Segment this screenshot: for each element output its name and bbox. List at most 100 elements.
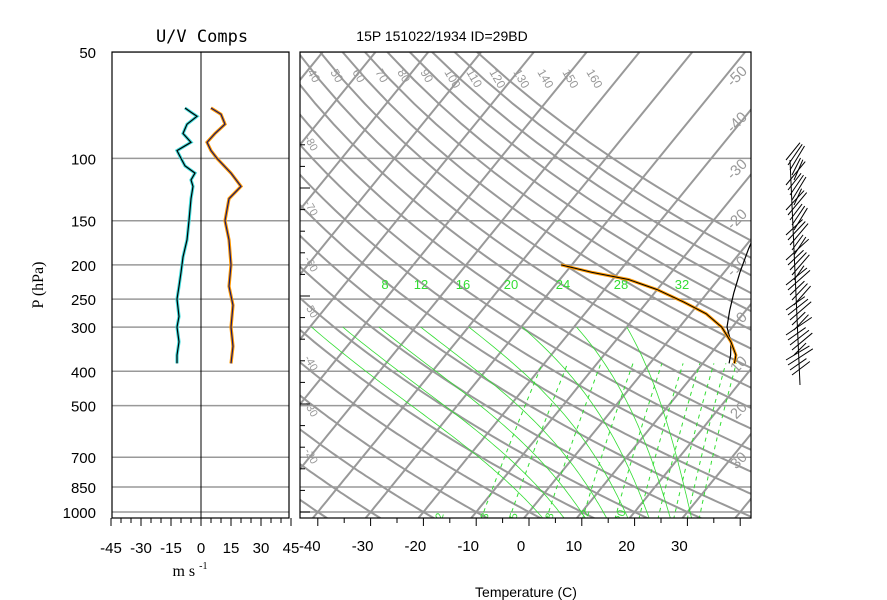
dry-adiabat: [385, 52, 751, 313]
wind-barb: [789, 329, 810, 346]
wind-barb: [787, 221, 806, 241]
temperature-ticks: -40 -30 -20 -10 0 10 20 30: [299, 518, 741, 555]
wind-barb: [791, 205, 806, 226]
mixing-ratio-label-24: 24: [556, 277, 570, 292]
profile-parcel_ascent: [756, 292, 764, 364]
pressure-axis-label: P (hPa): [30, 262, 47, 309]
pressure-tick-850: 850: [71, 480, 96, 497]
theta-label-140: 140: [534, 67, 556, 92]
moist-adiabat: [420, 326, 608, 518]
profile-moist_adiabat_low-edge: [561, 264, 737, 364]
temperature-tick-label-0: 0: [517, 538, 525, 555]
dry-adiabat: [475, 52, 751, 242]
moist-adiabat: [626, 326, 692, 518]
moist-adiabat: [468, 326, 629, 518]
uv-x-ticks: -45 -30 -15 0 15 30 45: [100, 518, 299, 557]
isotherm-edge-label--40: -40: [723, 109, 750, 136]
mixing-ratio-line: [657, 363, 701, 518]
moist-adiabat: [576, 326, 671, 518]
isotherm: [787, 52, 887, 520]
pressure-tick-500: 500: [71, 399, 96, 416]
wind-barb: [785, 238, 810, 261]
mixing-ratio-bottom-label-12: 12: [578, 509, 593, 524]
height-tick-10: 10: [269, 299, 286, 316]
isotherm: [681, 432, 751, 518]
uv-series: [174, 106, 244, 364]
temperature-tick-label--40: -40: [299, 538, 321, 555]
dry-adiabat: [300, 462, 383, 518]
wind-barb-staff: [789, 159, 801, 386]
wind-barb: [793, 236, 807, 256]
wind-barb: [785, 316, 813, 336]
wind-barb: [789, 203, 803, 221]
wind-barb: [789, 280, 805, 296]
moist-adiabat: [311, 326, 544, 518]
temperature-tick-label-10: 10: [565, 538, 582, 555]
moist-adiabat: [522, 326, 650, 518]
theta-label-50: 50: [327, 67, 346, 86]
wind-barb: [789, 358, 807, 371]
mixing-ratio-label-28: 28: [614, 277, 628, 292]
pressure-tick-250: 250: [71, 292, 96, 309]
isotherm: [364, 52, 746, 518]
left-edge-label--30: -30: [301, 400, 319, 420]
uv-xlabel-units: m s: [172, 563, 195, 580]
wind-barb: [787, 327, 806, 341]
isotherm: [840, 52, 887, 520]
pressure-tick-700: 700: [71, 450, 96, 467]
theta-label-70: 70: [372, 67, 391, 86]
uv-xtick-label-45: 45: [283, 540, 300, 557]
uv-xtick-label--30: -30: [130, 540, 152, 557]
profile-parcel_upper: [756, 124, 887, 291]
wind-barb: [789, 145, 805, 171]
dry-adiabat: [300, 173, 751, 473]
moist-adiabat: [378, 326, 586, 518]
mixing-ratio-bottom-label-20: 20: [614, 509, 629, 524]
dry-adiabat: [300, 203, 751, 495]
wind-barb: [789, 252, 807, 271]
theta-label-160: 160: [583, 67, 605, 92]
height-tick-5: 5: [278, 408, 286, 425]
wind-barb: [791, 332, 813, 351]
height-tick-15: 15: [269, 179, 286, 196]
wind-barb: [791, 176, 807, 201]
wind-barb: [785, 345, 810, 361]
dry-adiabat: [300, 328, 596, 518]
mixing-ratio-label-32: 32: [675, 277, 689, 292]
pressure-tick-1000: 1000: [63, 505, 96, 522]
uv-line-v_component: [206, 107, 242, 364]
wind-barb: [791, 311, 806, 326]
isotherm: [300, 52, 324, 82]
mixing-ratio-label-8: 8: [381, 277, 388, 292]
pressure-tick-50: 50: [79, 45, 96, 62]
skewt-series: [560, 124, 887, 364]
uv-xlabel: m s -1: [172, 561, 207, 580]
dry-adiabat: [363, 52, 751, 331]
uv-line-u_component: [176, 107, 199, 364]
wind-barb: [785, 190, 805, 211]
isotherm: [470, 172, 751, 518]
temperature-tick-label-20: 20: [618, 538, 635, 555]
temperature-axis-label: Temperature (C): [475, 584, 577, 600]
isotherm: [628, 367, 751, 518]
mixing-ratio-line: [686, 363, 727, 518]
wind-barb: [787, 173, 802, 191]
mixing-ratio-line: [614, 363, 663, 518]
pressure-tick-150: 150: [71, 214, 96, 231]
dry-adiabat: [300, 296, 650, 518]
wind-barb: [787, 298, 809, 316]
uv-xtick-label-15: 15: [223, 540, 240, 557]
theta-label-90: 90: [417, 67, 436, 86]
wind-barb: [791, 361, 811, 376]
dry-adiabat: [453, 52, 751, 259]
mixing-ratio-line: [698, 363, 737, 518]
wind-barb: [785, 161, 806, 186]
mixing-ratio-label-16: 16: [456, 277, 470, 292]
isotherm-edge-label--50: -50: [723, 63, 750, 90]
dry-adiabat: [300, 498, 329, 518]
mixing-ratio-bottom-label-8: 8: [544, 512, 557, 521]
skewt-grid: [300, 52, 887, 520]
isotherm: [300, 52, 641, 471]
wind-barb: [793, 342, 807, 356]
mixing-ratio-bottom-label-5: 5: [508, 512, 521, 521]
